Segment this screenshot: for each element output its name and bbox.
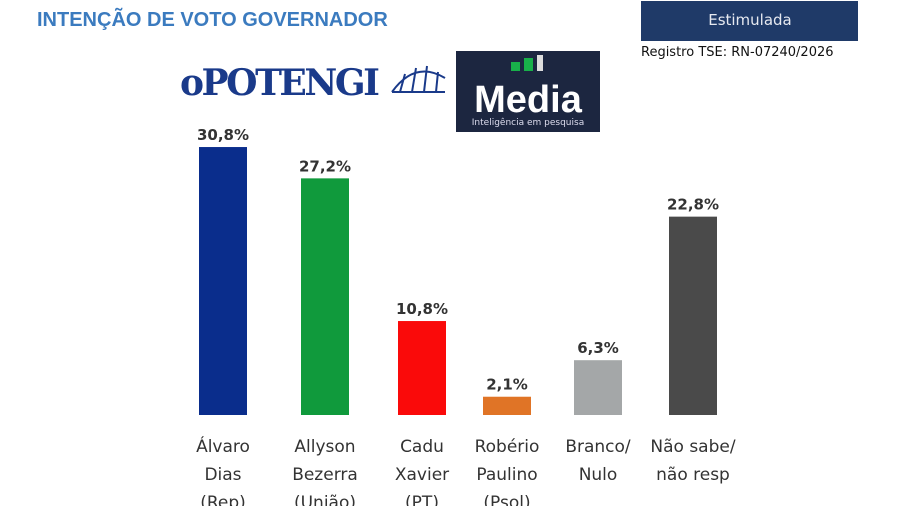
bar (398, 321, 446, 415)
registration: Registro TSE: RN-07240/2026 (641, 45, 834, 60)
x-tick-label: Nulo (579, 465, 618, 485)
x-tick-label: Cadu (400, 437, 444, 457)
x-tick-label: (União) (294, 493, 356, 506)
data-label: 27,2% (299, 157, 351, 175)
x-tick-label: Paulino (476, 465, 537, 485)
x-tick-label: (Rep) (200, 493, 246, 506)
pollster-tagline: Inteligência em pesquisa (472, 117, 584, 128)
bridge-icon (391, 65, 446, 93)
bar (574, 360, 622, 415)
data-label: 30,8% (197, 126, 249, 144)
bar (301, 178, 349, 415)
newspaper-logo: oPOTENGI (180, 62, 380, 104)
x-tick-label: (Psol) (483, 493, 530, 506)
data-label: 6,3% (577, 339, 619, 357)
badge-box (641, 1, 858, 41)
bar (483, 396, 531, 415)
logo-square (537, 55, 543, 71)
badge-text: Estimulada (708, 11, 792, 29)
bar (669, 216, 717, 415)
chart-title: INTENÇÃO DE VOTO GOVERNADOR (37, 8, 388, 31)
logo-square (511, 62, 520, 71)
logo-square (524, 58, 533, 71)
x-tick-label: Branco/ (565, 437, 631, 457)
x-tick-label: Xavier (395, 465, 449, 485)
x-tick-label: Robério (475, 437, 540, 457)
x-tick-label: (PT) (405, 493, 439, 506)
data-label: 22,8% (667, 196, 719, 214)
x-tick-label: não resp (656, 465, 730, 485)
bar (199, 147, 247, 416)
x-tick-label: Bezerra (292, 465, 358, 485)
data-label: 10,8% (396, 300, 448, 318)
x-tick-label: Dias (204, 465, 241, 485)
x-tick-label: Álvaro (196, 435, 250, 457)
x-tick-label: Não sabe/ (650, 437, 735, 457)
pollster-logo: Media (474, 79, 583, 121)
data-label: 2,1% (486, 376, 528, 394)
x-tick-label: Allyson (294, 437, 355, 457)
